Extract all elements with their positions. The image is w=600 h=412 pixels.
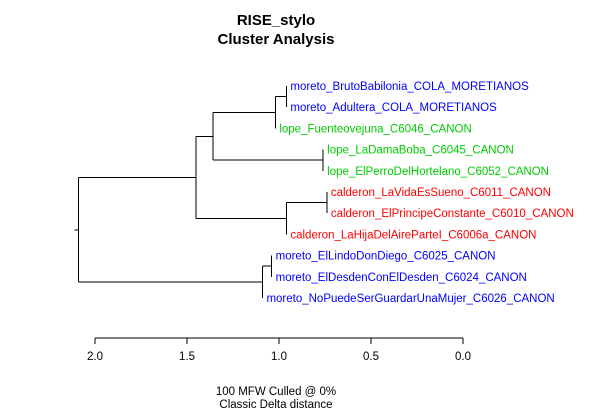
leaf-label: moreto_ElLindoDonDiego_C6025_CANON <box>276 251 496 263</box>
leaf-label: lope_LaDamaBoba_C6045_CANON <box>327 145 514 157</box>
x-tick-label: 0.5 <box>363 351 379 363</box>
leaf-label: lope_Fuenteovejuna_C6046_CANON <box>279 123 471 135</box>
leaf-label: moreto_BrutoBabilonia_COLA_MORETIANOS <box>290 81 529 93</box>
leaf-label: calderon_ElPrincipeConstante_C6010_CANON <box>331 208 574 220</box>
leaf-label: moreto_ElDesdenConElDesden_C6024_CANON <box>276 272 527 284</box>
leaf-label: calderon_LaHijaDelAireParteI_C6006a_CANO… <box>290 229 536 241</box>
x-tick-label: 2.0 <box>87 351 103 363</box>
dendrogram-tree <box>74 86 328 298</box>
x-tick-label: 0.0 <box>455 351 471 363</box>
leaf-label: moreto_Adultera_COLA_MORETIANOS <box>290 102 497 114</box>
leaf-label: moreto_NoPuedeSerGuardarUnaMujer_C6026_C… <box>266 293 554 305</box>
leaf-label: calderon_LaVidaEsSueno_C6011_CANON <box>331 187 551 199</box>
leaf-label: lope_ElPerroDelHortelano_C6052_CANON <box>327 166 549 178</box>
x-axis-caption-distance: Classic Delta distance <box>219 399 332 411</box>
chart-title: RISE_stylo <box>237 12 315 29</box>
x-axis-caption-mfw: 100 MFW Culled @ 0% <box>216 386 336 398</box>
x-tick-label: 1.5 <box>179 351 195 363</box>
leaf-labels: moreto_BrutoBabilonia_COLA_MORETIANOSmor… <box>266 81 573 305</box>
x-axis: 2.0 1.5 1.0 0.5 0.0 <box>87 337 471 363</box>
x-tick-label: 1.0 <box>271 351 287 363</box>
chart-subtitle: Cluster Analysis <box>218 31 335 48</box>
